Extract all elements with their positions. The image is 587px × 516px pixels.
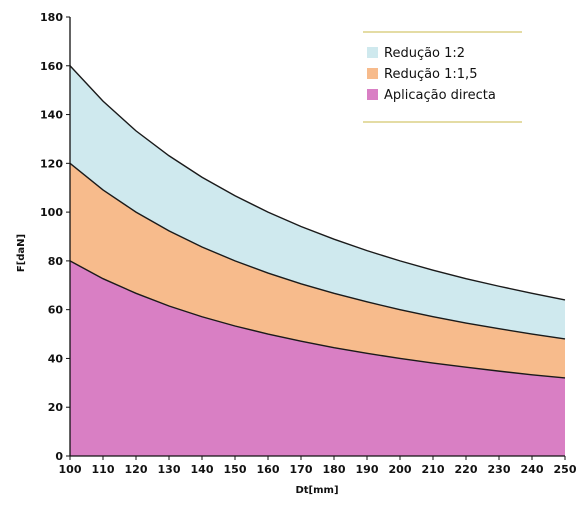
x-tick-label: 100 (59, 463, 82, 476)
legend-swatch (367, 47, 378, 58)
x-tick-label: 160 (257, 463, 280, 476)
x-tick-label: 210 (422, 463, 445, 476)
x-tick-label: 240 (521, 463, 544, 476)
x-axis-title: Dt[mm] (295, 485, 338, 496)
line-redu-o-1-2 (69, 65, 566, 301)
y-tick-label: 60 (48, 304, 64, 317)
legend-swatch (367, 89, 378, 100)
y-tick-label: 0 (55, 450, 63, 463)
x-tick-label: 180 (323, 463, 346, 476)
legend-label: Aplicação directa (384, 88, 496, 103)
area-aplica-o-directa (70, 260, 565, 456)
x-tick-label: 230 (488, 463, 511, 476)
y-tick-label: 80 (48, 255, 64, 268)
y-axis-title: F[daN] (16, 234, 27, 272)
x-tick-label: 150 (224, 463, 247, 476)
x-tick-label: 110 (92, 463, 115, 476)
x-ticks: 100 110 120 130 140 150 160 170 180 190 200 210 220 2… (59, 456, 577, 476)
chart-axes (69, 17, 565, 457)
x-tick-label: 140 (191, 463, 214, 476)
chart-series-lines (69, 65, 566, 379)
x-tick-label: 200 (389, 463, 412, 476)
x-tick-label: 120 (125, 463, 148, 476)
line-aplica-o-directa (69, 260, 566, 379)
chart-areas (70, 65, 565, 457)
y-tick-label: 120 (40, 157, 63, 170)
x-tick-label: 250 (554, 463, 577, 476)
legend-label: Redução 1:2 (384, 46, 465, 61)
y-tick-label: 100 (40, 206, 63, 219)
legend-swatch (367, 68, 378, 79)
x-tick-label: 220 (455, 463, 478, 476)
x-tick-label: 130 (158, 463, 181, 476)
x-tick-label: 190 (356, 463, 379, 476)
y-tick-label: 20 (48, 401, 64, 414)
legend-label: Redução 1:1,5 (384, 67, 477, 82)
y-ticks: 0 20 40 60 80 100 120 140 160 180 (40, 11, 70, 463)
x-tick-label: 170 (290, 463, 313, 476)
y-tick-label: 180 (40, 11, 63, 24)
y-tick-label: 160 (40, 60, 63, 73)
y-tick-label: 40 (48, 352, 64, 365)
y-tick-label: 140 (40, 109, 63, 122)
legend: Redução 1:2 Redução 1:1,5 Aplicação direct… (363, 31, 522, 123)
line-redu-o-1-1-5 (69, 162, 566, 340)
